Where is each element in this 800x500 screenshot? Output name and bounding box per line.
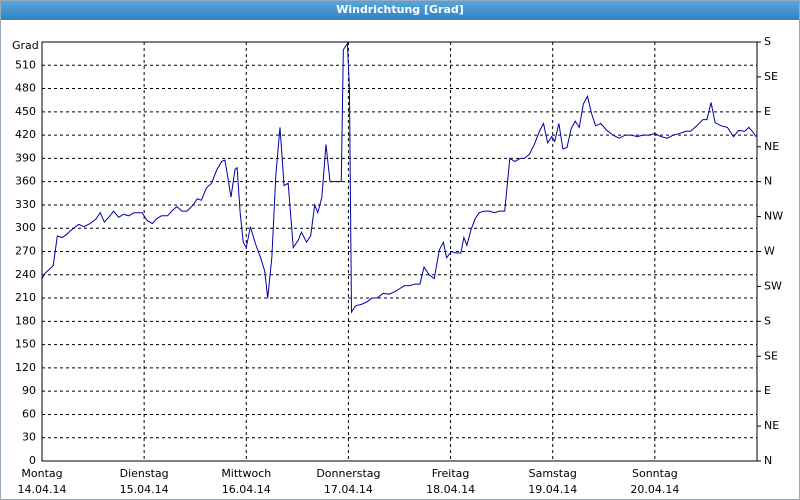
y2-tick-label: NW (764, 210, 783, 223)
y2-tick-label: E (764, 105, 771, 118)
title-bar (0, 0, 800, 20)
y-tick-label: 180 (15, 314, 36, 327)
x-tick-date: 16.04.14 (222, 483, 271, 496)
y2-tick-label: SW (764, 279, 782, 292)
y-tick-label: 90 (22, 384, 36, 397)
y-tick-label: 450 (15, 105, 36, 118)
chart-title: Windrichtung [Grad] (336, 3, 464, 16)
x-tick-label: Samstag (529, 467, 577, 480)
y2-tick-label: S (764, 314, 771, 327)
x-tick-date: 15.04.14 (120, 483, 169, 496)
y-tick-label: 120 (15, 361, 36, 374)
x-tick-date: 17.04.14 (324, 483, 373, 496)
y-tick-label: 420 (15, 128, 36, 141)
data-line (41, 41, 757, 314)
x-tick-label: Mittwoch (221, 467, 271, 480)
y-tick-label: 270 (15, 245, 36, 258)
x-tick-date: 18.04.14 (426, 483, 475, 496)
x-tick-label: Dienstag (120, 467, 169, 480)
x-tick-date: 14.04.14 (18, 483, 67, 496)
y2-tick-label: NE (764, 419, 779, 432)
x-tick-date: 20.04.14 (630, 483, 679, 496)
plot-frame (41, 41, 758, 462)
y-tick-label: 330 (15, 198, 36, 211)
y-axis-label: Grad (12, 39, 39, 52)
y2-tick-label: NE (764, 140, 779, 153)
y-tick-label: 210 (15, 291, 36, 304)
y-tick-label: 390 (15, 151, 36, 164)
y-tick-label: 60 (22, 407, 36, 420)
y-tick-label: 30 (22, 431, 36, 444)
y2-tick-label: N (764, 175, 772, 188)
y-tick-label: 300 (15, 221, 36, 234)
x-tick-label: Montag (21, 467, 62, 480)
y-tick-label: 0 (29, 454, 36, 467)
y2-tick-label: N (764, 454, 772, 467)
y2-tick-label: S (764, 35, 771, 48)
x-tick-label: Donnerstag (316, 467, 380, 480)
y-tick-label: 510 (15, 58, 36, 71)
y-tick-label: 240 (15, 268, 36, 281)
y2-tick-label: SE (764, 70, 778, 83)
x-tick-label: Sonntag (632, 467, 678, 480)
y-tick-label: 480 (15, 82, 36, 95)
y2-tick-label: E (764, 384, 771, 397)
y2-tick-label: SE (764, 349, 778, 362)
y-tick-label: 150 (15, 338, 36, 351)
y2-tick-label: W (764, 245, 775, 258)
y-tick-label: 360 (15, 175, 36, 188)
x-tick-label: Freitag (432, 467, 470, 480)
x-tick-date: 19.04.14 (528, 483, 577, 496)
